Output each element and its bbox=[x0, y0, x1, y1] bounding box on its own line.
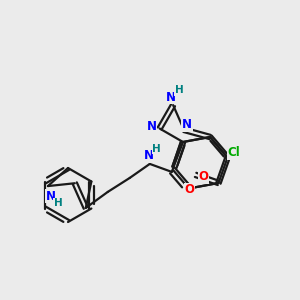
Text: H: H bbox=[175, 85, 184, 95]
Text: N: N bbox=[147, 120, 157, 133]
Text: H: H bbox=[54, 198, 62, 208]
Text: H: H bbox=[152, 144, 161, 154]
Text: N: N bbox=[230, 149, 241, 162]
Text: O: O bbox=[185, 183, 195, 196]
Text: N: N bbox=[166, 91, 176, 103]
Text: Cl: Cl bbox=[227, 146, 240, 159]
Text: N: N bbox=[182, 118, 192, 131]
Text: N: N bbox=[46, 190, 56, 202]
Text: N: N bbox=[144, 149, 154, 162]
Text: O: O bbox=[199, 170, 208, 183]
